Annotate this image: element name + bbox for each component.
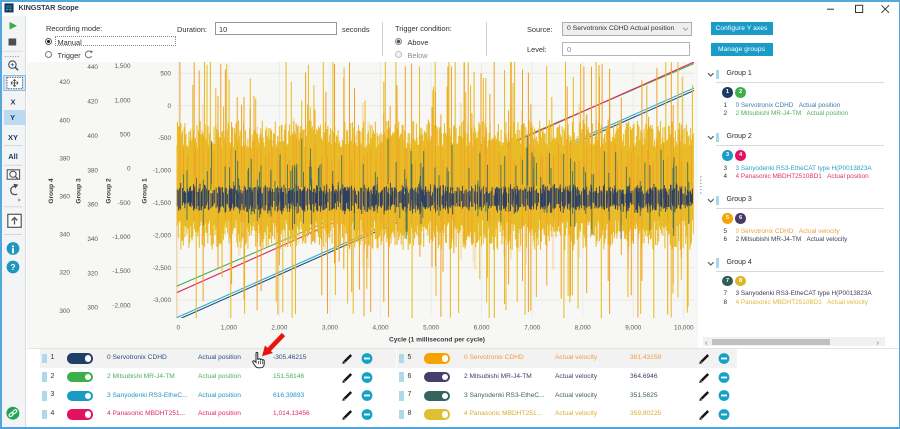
svg-text:Y: Y xyxy=(10,113,15,122)
svg-text:500: 500 xyxy=(160,70,171,77)
svg-text:-1,500: -1,500 xyxy=(153,200,172,207)
svg-text:2,000: 2,000 xyxy=(271,325,287,332)
svg-text:1,000: 1,000 xyxy=(115,97,131,104)
svg-text:400: 400 xyxy=(59,117,70,124)
svg-text:-2,000: -2,000 xyxy=(153,232,172,239)
svg-text:1,500: 1,500 xyxy=(115,63,131,70)
svg-text:400: 400 xyxy=(87,133,98,140)
svg-text:X: X xyxy=(10,98,15,107)
svg-text:340: 340 xyxy=(87,236,98,243)
svg-text:0: 0 xyxy=(177,325,181,332)
svg-text:340: 340 xyxy=(59,232,70,239)
svg-text:420: 420 xyxy=(87,99,98,106)
svg-text:420: 420 xyxy=(59,79,70,86)
svg-text:Group 2: Group 2 xyxy=(106,178,113,204)
svg-text:10,000: 10,000 xyxy=(674,325,694,332)
svg-text:Group 3: Group 3 xyxy=(76,178,83,204)
svg-text:-1,000: -1,000 xyxy=(112,234,131,241)
svg-text:5,000: 5,000 xyxy=(423,325,439,332)
svg-text:380: 380 xyxy=(87,167,98,174)
svg-text:-1,500: -1,500 xyxy=(112,268,131,275)
svg-text:Group 1: Group 1 xyxy=(142,178,149,204)
svg-text:320: 320 xyxy=(87,270,98,277)
svg-text:3,000: 3,000 xyxy=(322,325,338,332)
svg-text:-3,000: -3,000 xyxy=(153,297,172,304)
svg-text:380: 380 xyxy=(59,155,70,162)
svg-text:-1,000: -1,000 xyxy=(153,168,172,175)
svg-text:300: 300 xyxy=(87,305,98,312)
svg-text:360: 360 xyxy=(87,202,98,209)
svg-text:440: 440 xyxy=(87,64,98,71)
svg-text:?: ? xyxy=(10,262,15,272)
svg-text:-500: -500 xyxy=(118,200,131,207)
svg-text:XY: XY xyxy=(8,133,18,142)
svg-text:0: 0 xyxy=(127,166,131,173)
svg-text:360: 360 xyxy=(59,194,70,201)
svg-text:9,000: 9,000 xyxy=(625,325,641,332)
svg-text:8,000: 8,000 xyxy=(575,325,591,332)
svg-text:0: 0 xyxy=(167,103,171,110)
svg-text:-2,000: -2,000 xyxy=(112,302,131,309)
svg-text:4,000: 4,000 xyxy=(373,325,389,332)
svg-text:Group 4: Group 4 xyxy=(48,178,55,204)
svg-text:-500: -500 xyxy=(158,135,171,142)
svg-text:7,000: 7,000 xyxy=(524,325,540,332)
svg-text:500: 500 xyxy=(120,132,131,139)
svg-text:Cycle (1 millisecond per cycle: Cycle (1 millisecond per cycle) xyxy=(389,337,485,344)
svg-text:All: All xyxy=(8,152,18,161)
svg-text:-2,500: -2,500 xyxy=(153,265,172,272)
svg-text:6,000: 6,000 xyxy=(474,325,490,332)
svg-text:1,000: 1,000 xyxy=(221,325,237,332)
svg-text:320: 320 xyxy=(59,270,70,277)
svg-text:300: 300 xyxy=(59,308,70,315)
